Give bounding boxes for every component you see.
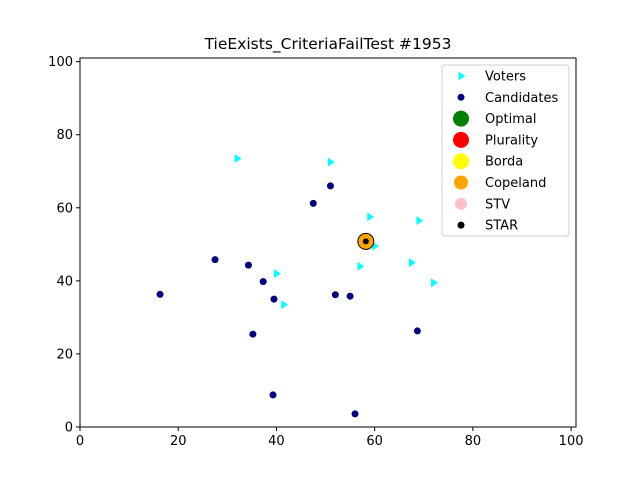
x-axis: 0 20 40 60 80 100 — [76, 427, 584, 449]
legend-box — [441, 64, 570, 237]
legend-marker-optimal — [453, 110, 469, 127]
candidates-point — [309, 199, 317, 207]
y-tick-label: 20 — [56, 347, 73, 362]
y-tick-label: 0 — [65, 421, 73, 436]
candidates-point — [259, 278, 267, 286]
x-tick-label: 40 — [268, 434, 285, 449]
candidates-point — [346, 292, 354, 300]
legend-label-stv: STV — [485, 197, 510, 212]
x-tick-label: 80 — [465, 434, 482, 449]
y-tick-label: 40 — [56, 274, 73, 289]
voters-point — [234, 153, 242, 163]
voters-point — [357, 261, 365, 271]
y-tick-label: 100 — [48, 55, 73, 70]
legend-label-borda: Borda — [485, 155, 523, 170]
legend-marker-voters — [458, 71, 466, 81]
candidates-point — [326, 182, 334, 190]
voters-point — [431, 278, 438, 288]
chart-title: TieExists_CriteriaFailTest #1953 — [204, 35, 452, 54]
candidates-point — [211, 256, 219, 264]
legend-label-plurality: Plurality — [485, 133, 538, 148]
x-tick-label: 0 — [76, 434, 84, 449]
candidates-point — [249, 330, 257, 338]
x-tick-label: 20 — [170, 434, 187, 449]
legend-marker-star — [457, 221, 465, 229]
legend-label-star: STAR — [485, 219, 518, 234]
voters-point — [367, 212, 375, 222]
legend-label-candidates: Candidates — [485, 91, 558, 106]
candidates-point — [331, 291, 339, 299]
voters-point — [281, 300, 289, 310]
candidates-point — [413, 327, 421, 335]
legend: Voters Candidates Optimal Plurality Borda Cop… — [441, 64, 570, 237]
plot-frame — [79, 57, 577, 428]
voters-point — [416, 216, 424, 226]
y-axis: 0 20 40 60 80 100 — [48, 55, 80, 436]
legend-marker-stv — [455, 197, 467, 210]
data-marks — [156, 153, 438, 418]
candidates-point — [269, 391, 277, 399]
legend-label-voters: Voters — [485, 70, 526, 85]
x-tick-label: 60 — [366, 434, 383, 449]
candidates-point — [270, 295, 278, 303]
legend-marker-borda — [453, 153, 469, 170]
legend-marker-plurality — [453, 131, 469, 148]
voters-point — [327, 157, 335, 167]
y-tick-label: 60 — [56, 201, 73, 216]
star-point — [362, 238, 369, 245]
y-tick-label: 80 — [56, 128, 73, 143]
voters-point — [409, 258, 416, 268]
voters-point — [273, 269, 281, 279]
legend-label-copeland: Copeland — [485, 176, 546, 191]
x-tick-label: 100 — [559, 434, 584, 449]
candidates-point — [156, 290, 164, 298]
legend-marker-candidates — [457, 93, 465, 101]
candidates-point — [244, 261, 252, 269]
legend-marker-copeland — [454, 175, 468, 190]
legend-label-optimal: Optimal — [485, 112, 536, 127]
candidates-point — [351, 410, 359, 418]
